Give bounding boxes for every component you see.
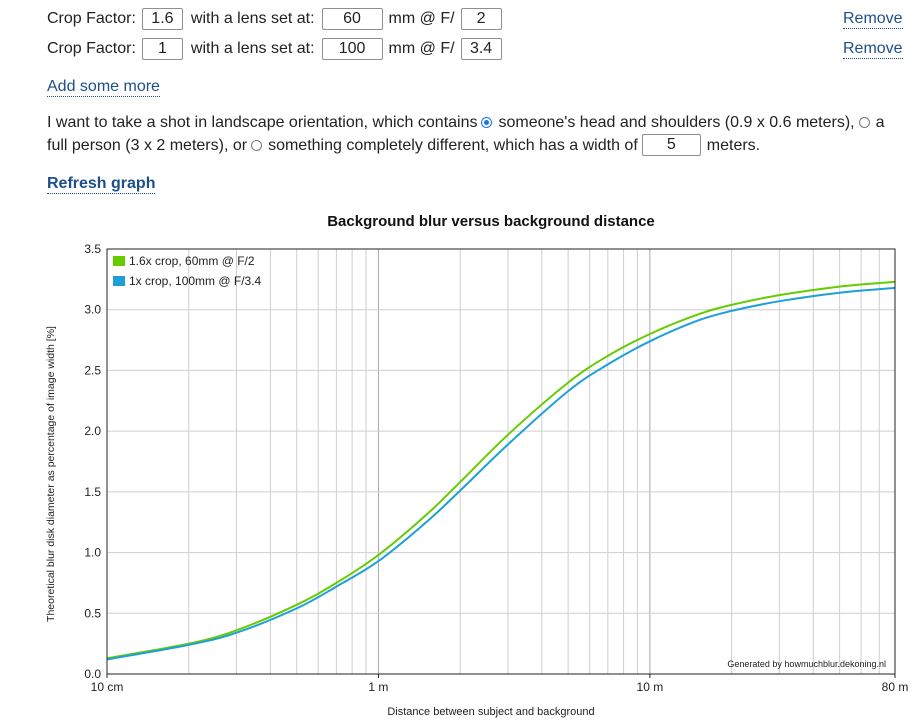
series-line-1 [106,280,896,660]
y-tick-label: 3.0 [84,303,101,317]
focal-length-input[interactable] [321,38,383,60]
radio-full-person[interactable] [858,117,870,128]
radio-custom-width[interactable] [251,140,263,151]
focal-length-input[interactable] [321,8,383,30]
x-axis-title: Distance between subject and background [387,706,594,718]
option-custom-label: something completely different, which ha… [268,137,638,154]
chart-footnote: Generated by howmuchblur.dekoning.nl [727,659,886,669]
add-more-link[interactable]: Add some more [47,78,160,97]
legend-label-1: 1.6x crop, 60mm @ F/2 [129,254,255,268]
remove-lens-1-link[interactable]: Remove [843,10,903,29]
y-tick-label: 2.5 [84,363,101,377]
f-number-input[interactable] [460,8,502,30]
framing-intro: I want to take a shot in landscape orien… [47,114,478,131]
aperture-label: mm @ F/ [388,10,455,27]
y-tick-label: 1.5 [84,485,101,499]
x-tick-label: 10 m [637,680,664,694]
aperture-label: mm @ F/ [388,40,455,57]
crop-factor-input[interactable] [141,8,183,30]
y-axis-title: Theoretical blur disk diameter as percen… [45,326,57,622]
crop-factor-label: Crop Factor: [47,10,136,27]
chart-axes: 0.0 0.5 1.0 1.5 2.0 2.5 3.0 3.5 10 cm 1 m 10 m 80 m [84,242,908,694]
lens-label: with a lens set at: [190,10,315,27]
legend-label-2: 1x crop, 100mm @ F/3.4 [129,274,262,288]
refresh-graph-link[interactable]: Refresh graph [47,175,156,194]
plot-frame [106,248,896,675]
framing-sentence: I want to take a shot in landscape orien… [47,112,897,157]
option-head-shoulders-label: someone's head and shoulders (0.9 x 0.6 … [498,114,855,131]
remove-lens-2-link[interactable]: Remove [843,40,903,59]
x-tick-label: 80 m [882,680,909,694]
legend-swatch-1 [113,256,125,266]
option-full-person-label: a full person (3 x 2 meters), or [47,114,885,154]
chart-series [106,280,896,661]
series-line-2 [106,286,896,661]
y-tick-label: 2.0 [84,424,101,438]
radio-head-shoulders[interactable] [481,117,493,128]
crop-factor-input[interactable] [141,38,183,60]
crop-factor-label: Crop Factor: [47,40,136,57]
chart-legend: 1.6x crop, 60mm @ F/2 1x crop, 100mm @ F/… [113,254,262,288]
chart-title: Background blur versus background distan… [327,213,655,230]
x-tick-label: 1 m [368,680,388,694]
custom-width-input[interactable] [641,134,701,156]
y-tick-label: 0.5 [84,606,101,620]
y-tick-label: 0.0 [84,667,101,681]
lens-row-2: Crop Factor: with a lens set at: mm @ F/ [47,37,502,61]
y-tick-label: 3.5 [84,242,101,256]
y-tick-label: 1.0 [84,546,101,560]
f-number-input[interactable] [460,38,502,60]
unit-label: meters. [706,137,761,154]
legend-swatch-2 [113,276,125,286]
x-tick-label: 10 cm [91,680,124,694]
blur-chart: Background blur versus background distan… [45,213,908,718]
chart-grid [107,248,895,675]
lens-label: with a lens set at: [190,40,315,57]
lens-row-1: Crop Factor: with a lens set at: mm @ F/ [47,7,502,31]
